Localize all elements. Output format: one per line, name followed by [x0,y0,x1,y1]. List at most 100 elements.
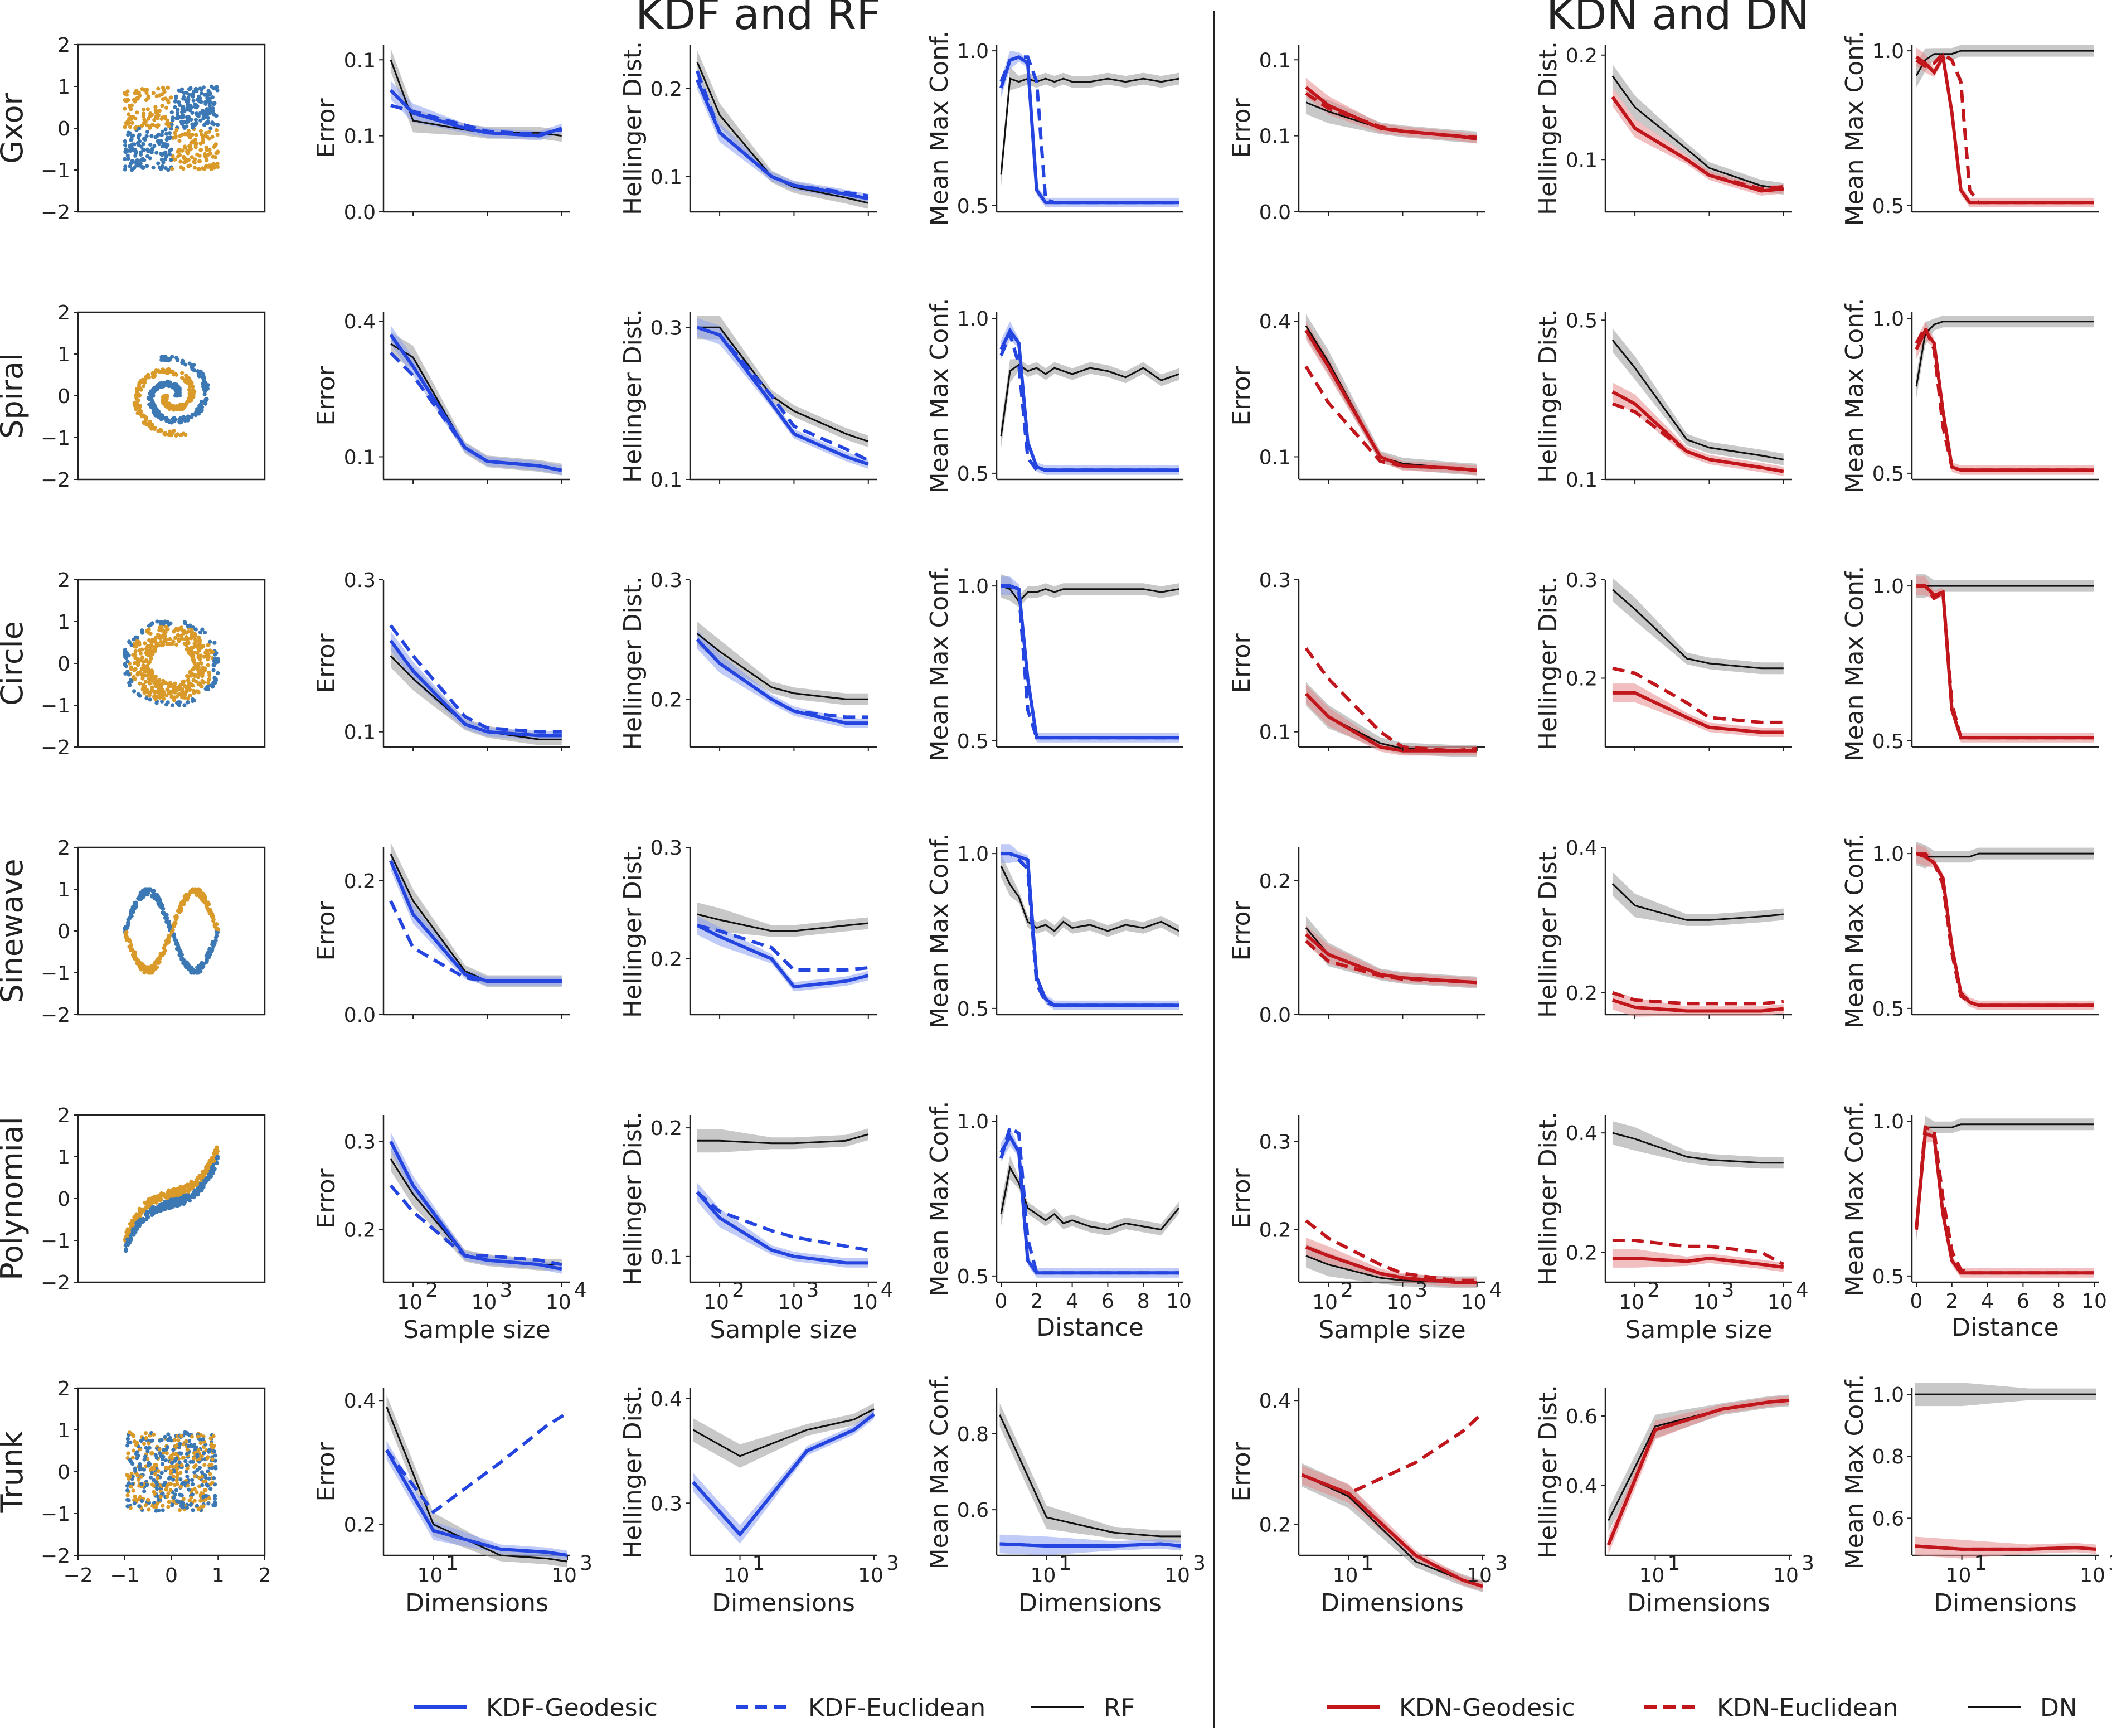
row-2-sim-point [153,681,158,686]
row-2-sim-point [153,694,158,699]
row-5-sim-point [189,1443,193,1447]
row-5-sim-point [157,1447,162,1452]
row-4-L-hel-xtick-label-0: 10 [703,1291,729,1314]
row-5-sim-point [192,1470,197,1475]
row-0-L-conf-line-kdf_geo [999,55,1179,205]
row-4-sim-point [192,1190,196,1194]
row-4-sim-point [201,1171,205,1175]
row-5-sim-point [145,1483,149,1487]
row-5-sim-point [196,1434,200,1439]
row-3-R-err-line-kdn_geo [1304,933,1477,985]
row-2-sim-point [196,665,201,670]
row-5-R-hel-xtick-exp-1: 3 [1802,1552,1814,1575]
row-1-sim-point [189,391,193,396]
row-1-sim-point [188,384,192,389]
row-5-sim-point [137,1477,141,1482]
row-1-sim-panel: 2 1 0 −1 −2 Spiral [0,302,266,492]
row-0-sim-point [185,100,190,105]
row-5-sim-ytick-label-3: −1 [41,1503,70,1526]
row-3-L-conf-line-kdf_geo [1001,852,1179,1007]
row-1-sim-point [162,431,167,436]
row-5-R-err-xtick-exp-1: 3 [1495,1552,1508,1575]
row-3-sim-point [211,914,215,918]
row-4-L-conf-ytick-label-1: 1.0 [957,1111,989,1133]
row-2-sim-point [154,701,159,705]
row-0-sim-point [177,88,181,93]
row-1-sim-point [134,407,138,411]
row-3-sim-point [198,890,203,894]
row-spiral: 210−1−2Spiral0.10.4Error0.10.3Hellinger … [0,298,2099,494]
row-0-sim-point [186,164,191,168]
row-2-R-err-ytick-label-1: 0.3 [1259,569,1291,592]
row-3-sim-point [130,905,135,909]
row-2-L-hel-ytick-label-0: 0.2 [650,688,682,711]
row-1-sim-point [197,404,202,408]
row-5-L-err-ytick-label-0: 0.2 [344,1514,376,1536]
row-2-sim-point [164,624,168,629]
row-5-sim-xtick-label-4: 2 [259,1564,271,1587]
row-5-sim-point [159,1438,164,1442]
row-0-sim-point [186,119,191,124]
row-4-L-hel-ytick-label-0: 0.1 [650,1246,682,1269]
row-5-R-conf-ytick-label-0: 0.6 [1872,1507,1904,1530]
row-5-sim-point [213,1453,218,1458]
row-3-sim-point [190,889,194,894]
row-5-sim-point [159,1471,164,1475]
row-3-sim-point [137,959,142,964]
row-2-sim-point [127,672,131,677]
row-4-R-hel-xtick-exp-0: 2 [1647,1279,1660,1302]
row-5-sim-point [187,1439,192,1443]
row-0-sim-point [144,134,149,138]
row-1-sim-point [141,413,145,418]
row-5-L-hel-line-kdf_geo [692,1413,875,1538]
row-5-sim-point [185,1463,190,1467]
row-0-sim-point [205,99,210,104]
row-5-sim-point [197,1507,201,1511]
row-2-L-conf-ytick-label-0: 0.5 [957,730,989,753]
row-0-sim-point [206,153,211,157]
row-2-sim-point [212,641,217,645]
row-5-sim-point [144,1446,148,1450]
row-5-sim-point [178,1477,183,1482]
row-1-sim-point [174,404,179,409]
row-5-sim-point [162,1483,166,1487]
row-2-sim-point [140,687,145,692]
row-2-sim-point [191,667,195,672]
row-1-sim-point [186,414,190,419]
row-3-sim-point [156,957,160,962]
row-5-sim-point [171,1448,176,1452]
row-4-sim-point [139,1211,143,1216]
row-4-R-conf-xtick-label-1: 2 [1945,1290,1958,1313]
row-0-sim-point [161,97,166,101]
row-5-L-err-ylabel: Error [312,1441,341,1501]
row-4-R-err-ytick-label-0: 0.2 [1259,1219,1291,1242]
row-1-R-conf-ylabel: Mean Max Conf. [1841,298,1869,494]
title-left: KDF and RF [635,0,881,39]
row-1-sim-point [176,384,181,389]
row-0-sim-point [141,114,145,119]
row-5-sim-point [174,1488,178,1492]
row-1-sim-point [180,376,185,380]
row-5-sim-point [200,1470,204,1475]
row-0-sim-point [173,134,178,138]
row-5-L-hel-xtick-label-0: 10 [724,1564,750,1587]
row-5-sim-point [125,1504,130,1509]
row-5-sim-point [196,1448,201,1452]
row-5-sim-point [192,1499,197,1503]
row-1-sim-point [159,417,163,421]
row-2-sim-point [141,673,145,677]
row-5-sim-point [167,1500,171,1504]
row-5-sim-point [198,1499,203,1503]
row-0-sim-point [150,147,155,151]
row-5-sim-point [153,1472,158,1476]
row-0-sim-point [201,116,206,120]
row-1-sim-point [191,395,196,399]
row-2-sim-point [167,691,171,696]
row-0-sim-point [138,94,142,98]
row-2-L-hel-ytick-label-1: 0.3 [650,569,682,592]
